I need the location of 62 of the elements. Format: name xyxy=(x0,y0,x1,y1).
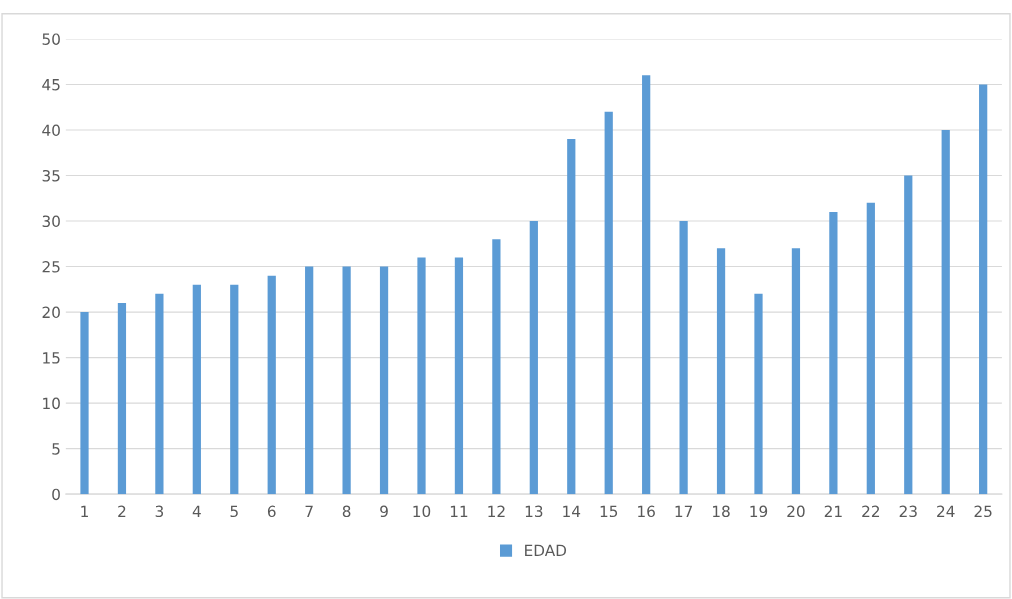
bar xyxy=(791,248,801,495)
y-tick-label: 35 xyxy=(42,169,60,182)
bar xyxy=(379,266,389,495)
x-tick-label: 2 xyxy=(118,505,126,517)
bar xyxy=(305,266,314,495)
bar xyxy=(866,202,875,495)
x-tick-label: 16 xyxy=(638,505,655,518)
bar xyxy=(904,175,913,495)
bar xyxy=(492,239,501,495)
bar xyxy=(754,293,763,495)
y-tick-label: 15 xyxy=(43,352,60,364)
x-tick-label: 25 xyxy=(974,505,992,518)
bar xyxy=(567,139,576,495)
x-tick-label: 13 xyxy=(525,505,543,518)
x-tick-label: 21 xyxy=(824,505,842,517)
y-tick-label: 0 xyxy=(52,488,60,501)
bar xyxy=(716,248,726,495)
bar xyxy=(529,221,538,495)
x-tick-label: 17 xyxy=(675,505,693,517)
bar xyxy=(417,257,426,495)
x-tick-label: 23 xyxy=(899,505,917,518)
bar xyxy=(979,84,988,495)
x-tick-label: 9 xyxy=(380,505,388,518)
bar xyxy=(941,129,950,495)
bar xyxy=(192,284,201,495)
x-tick-label: 8 xyxy=(342,505,351,518)
x-tick-label: 4 xyxy=(192,505,201,517)
legend-label: EDAD xyxy=(525,544,567,556)
bar xyxy=(642,75,651,495)
y-tick-label: 10 xyxy=(43,397,60,410)
x-tick-label: 6 xyxy=(267,505,276,518)
bar xyxy=(454,257,464,495)
y-tick-label: 45 xyxy=(42,79,60,91)
x-tick-label: 10 xyxy=(413,505,431,518)
x-tick-label: 20 xyxy=(787,505,805,518)
y-tick-label: 20 xyxy=(42,306,60,319)
x-tick-label: 18 xyxy=(713,505,730,518)
x-tick-label: 11 xyxy=(450,505,468,517)
x-tick-label: 1 xyxy=(81,505,88,517)
x-tick-label: 19 xyxy=(750,505,768,518)
bar xyxy=(267,275,276,495)
bar xyxy=(117,302,127,495)
y-tick-label: 50 xyxy=(42,33,60,45)
x-tick-label: 14 xyxy=(563,505,581,517)
x-tick-label: 24 xyxy=(937,505,955,517)
x-tick-label: 22 xyxy=(862,505,880,517)
x-tick-label: 7 xyxy=(305,505,313,517)
y-tick-label: 25 xyxy=(42,261,60,273)
x-tick-label: 12 xyxy=(488,505,505,517)
y-tick-label: 40 xyxy=(42,124,60,136)
x-tick-label: 5 xyxy=(230,505,238,518)
y-tick-label: 30 xyxy=(42,215,60,228)
bar xyxy=(604,111,613,495)
bar xyxy=(230,284,239,495)
bar xyxy=(342,266,351,495)
bar xyxy=(155,293,164,495)
x-tick-label: 15 xyxy=(600,505,618,518)
x-tick-label: 3 xyxy=(155,505,164,518)
y-tick-label: 5 xyxy=(52,443,60,455)
bar xyxy=(829,211,838,495)
bar xyxy=(679,221,688,495)
bar xyxy=(80,312,89,495)
